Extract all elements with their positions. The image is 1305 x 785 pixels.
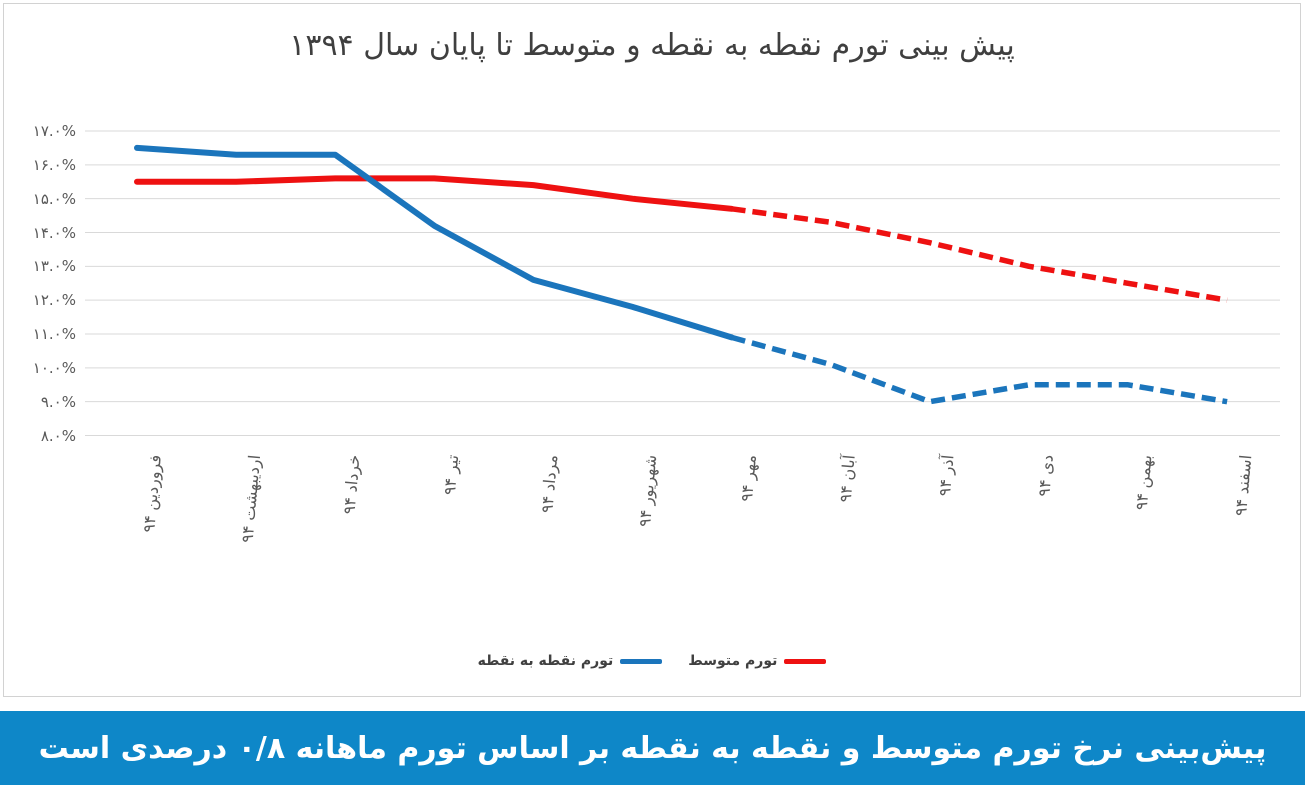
x-axis-label: آذر ۹۴: [935, 454, 958, 498]
y-axis-label: ۱۳.۰%: [32, 257, 76, 276]
y-axis-label: ۱۶.۰%: [32, 155, 76, 174]
legend-line-swatch-red: [784, 658, 827, 664]
y-axis-label: ۱۰.۰%: [32, 358, 76, 377]
y-axis-label: ۱۱.۰%: [32, 325, 76, 343]
legend-label-average: تورم متوسط: [688, 653, 778, 669]
legend-label-point-to-point: تورم نقطه به نقطه: [477, 653, 614, 669]
x-axis-label: آبان ۹۴: [835, 454, 859, 504]
y-axis-label: ۸.۰%: [40, 426, 76, 445]
legend-line-swatch-blue: [620, 658, 663, 664]
x-axis-label: مهر ۹۴: [736, 454, 760, 503]
series-line-actual: [134, 144, 735, 341]
y-axis-label: ۱۷.۰%: [32, 122, 76, 140]
chart-title: پیش بینی تورم نقطه به نقطه و متوسط تا پا…: [289, 28, 1015, 63]
legend-item-point-to-point: تورم نقطه به نقطه: [478, 653, 663, 669]
footer-banner: پیش‌بینی نرخ تورم متوسط و نقطه به نقطه ب…: [0, 711, 1305, 785]
y-axis-label: ۱۴.۰%: [32, 223, 76, 242]
x-axis-label: تیر ۹۴: [439, 454, 463, 496]
series-line-actual: [134, 175, 735, 212]
legend-item-average: تورم متوسط: [688, 653, 827, 669]
y-axis-label: ۱۵.۰%: [32, 189, 76, 208]
legend: تورم نقطه به نقطه تورم متوسط: [4, 648, 1300, 674]
series-line-forecast: [731, 206, 1228, 303]
x-axis-label: دی ۹۴: [1034, 454, 1057, 498]
footer-banner-text: پیش‌بینی نرخ تورم متوسط و نقطه به نقطه ب…: [38, 730, 1267, 766]
inflation-forecast-chart: پیش بینی تورم نقطه به نقطه و متوسط تا پا…: [3, 3, 1301, 697]
y-axis-label: ۹.۰%: [40, 392, 76, 411]
series-line-forecast: [730, 334, 1228, 405]
plot-area: [85, 130, 1280, 436]
y-axis-label: ۱۲.۰%: [32, 291, 76, 310]
